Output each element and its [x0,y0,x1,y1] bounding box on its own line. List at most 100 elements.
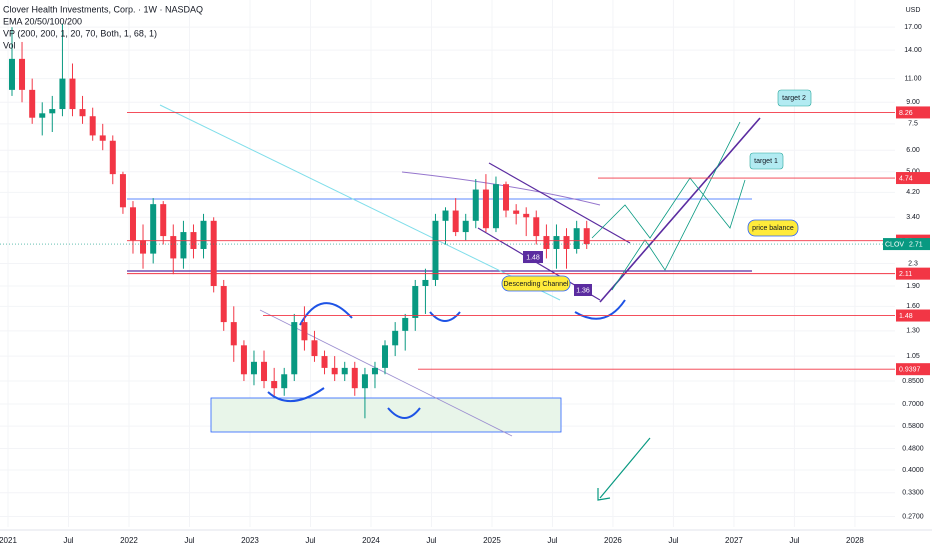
y-tick-label: 0.4000 [902,467,924,474]
candle-body [361,374,368,389]
candle-body [371,367,378,375]
candle-body [59,78,66,110]
channel-top [488,162,631,244]
symbol-tag [883,238,907,251]
candle-body [240,345,247,375]
level-label: 4.74 [899,175,913,182]
level-tag [896,106,930,119]
annotation: target 2 [782,95,806,102]
annotation: price balance [752,225,794,232]
currency: USD [906,7,921,14]
arrow-head [597,488,611,501]
y-tick-label: 0.8500 [902,378,924,385]
candle-body [210,220,217,287]
x-tick-label: Jul [305,536,315,545]
x-tick-label: 2022 [120,536,138,545]
candle-body [271,381,278,389]
x-tick-label: Jul [547,536,557,545]
y-tick-label: 0.4800 [902,445,924,452]
candle-body [180,232,187,259]
candle-body [331,367,338,375]
candle-body [291,322,298,375]
ema-line [401,171,601,206]
candle-body [220,286,227,323]
x-tick-label: 2021 [0,536,17,545]
annotation: Descending Channel [504,281,569,288]
candle-body [573,228,580,249]
bottom-arc [387,407,421,419]
annotation: target 1 [754,158,778,165]
y-tick-label: 4.20 [906,189,920,196]
plot [0,23,895,419]
x-tick-label: 2028 [846,536,864,545]
y-tick-label: 17.00 [904,24,922,31]
price-tag [907,238,930,251]
x-tick-label: 2023 [241,536,259,545]
y-tick-label: 7.5 [908,121,918,128]
candle-body [49,109,56,114]
candle-body [563,236,570,249]
candle-body [442,210,449,221]
y-tick-label: 1.90 [906,283,920,290]
candle-body [462,220,469,233]
candle-body [432,220,439,280]
candle-body [583,228,590,245]
candle-body [89,116,96,136]
candle-body [392,330,399,346]
candle-body [129,207,136,241]
candle-body [39,113,46,118]
bottom-arc [574,299,626,320]
callout [747,219,799,237]
x-tick-label: Jul [426,536,436,545]
candle-body [341,367,348,375]
path-2 [611,121,741,291]
level-tag [896,172,930,185]
chart-title: Clover Health Investments, Corp. · 1W · … [3,4,203,14]
y-tick-label: 1.05 [906,353,920,360]
candle-body [492,184,499,229]
y-tick-label: 11.00 [905,75,922,82]
candle-body [412,286,419,318]
candle-body [402,317,409,331]
projection-line [599,117,761,303]
candle-body [170,236,177,259]
candle-body [321,356,328,368]
x-tick-label: Jul [789,536,799,545]
candle-body [301,322,308,341]
candle-body [29,89,36,118]
x-tick-label: 2027 [725,536,743,545]
candle-body [150,204,157,254]
candle-body [533,217,540,237]
callout [777,89,812,107]
candle-body [543,236,550,249]
candle-body [250,361,257,375]
y-tick-label: 9.00 [906,99,920,106]
candle-body [281,374,288,389]
y-tick-label: 6.00 [906,147,920,154]
y-tick-label: 1.60 [906,303,920,310]
x-tick-label: Jul [63,536,73,545]
candle-body [140,240,147,254]
y-tick-label: 14.00 [904,47,922,54]
candle-body [452,210,459,233]
level-label: 2.11 [899,271,912,278]
candle-body [523,213,530,218]
symbol-label: CLOV [885,241,904,248]
indicator: VP (200, 200, 1, 20, 70, Both, 1, 68, 1) [3,28,157,38]
x-tick-label: 2026 [604,536,622,545]
level-tag [896,267,930,280]
candle-body [69,78,76,110]
y-tick-label: 0.3300 [902,490,924,497]
y-tick-label: 0.5800 [902,423,924,430]
channel-label: 1.36 [576,287,590,294]
x-tick-label: 2025 [483,536,501,545]
level-label: 1.48 [899,313,913,320]
candle-body [351,367,358,389]
candle-body [8,58,15,90]
accumulation-zone [210,397,562,433]
candle-body [79,109,86,117]
candle-body [503,184,510,211]
candle-body [513,210,520,214]
